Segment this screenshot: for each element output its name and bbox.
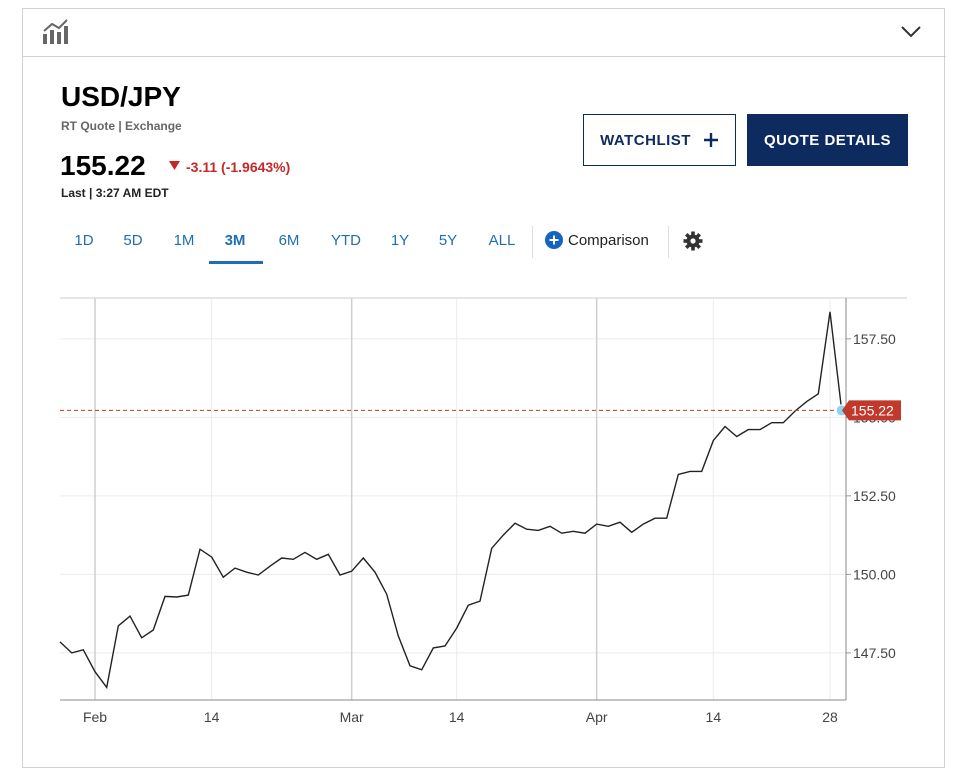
x-tick-label: 14 xyxy=(204,709,220,725)
x-tick-label: 28 xyxy=(822,709,838,725)
y-tick-label: 152.50 xyxy=(853,488,896,504)
price: 155.22 xyxy=(60,150,146,181)
last-time: Last | 3:27 AM EDT xyxy=(61,186,169,200)
range-tab[interactable]: YTD xyxy=(331,232,361,249)
y-tick-label: 157.50 xyxy=(853,331,896,347)
y-tick-label: 150.00 xyxy=(853,566,896,582)
watchlist-label: WATCHLIST xyxy=(600,131,691,149)
reference-label: 155.22 xyxy=(851,402,894,418)
range-tab[interactable]: 1Y xyxy=(390,232,410,249)
quote-details-label: QUOTE DETAILS xyxy=(763,131,892,149)
x-tick-label: 14 xyxy=(706,709,722,725)
x-tick-label: Mar xyxy=(340,709,364,725)
range-tab[interactable]: ALL xyxy=(488,232,516,249)
down-arrow xyxy=(169,161,180,170)
range-tab[interactable]: 3M xyxy=(224,232,246,249)
top-bar-divider xyxy=(22,56,946,57)
x-tick-label: Apr xyxy=(586,709,608,725)
range-tab[interactable]: 6M xyxy=(278,232,300,249)
price-line xyxy=(59,311,843,690)
comparison-label: Comparison xyxy=(568,231,649,249)
x-tick-label: Feb xyxy=(83,709,107,725)
range-tab[interactable]: 5Y xyxy=(438,232,458,249)
quote-source: RT Quote | Exchange xyxy=(61,119,182,133)
y-tick-label: 147.50 xyxy=(853,645,896,661)
watchlist-button[interactable]: WATCHLIST xyxy=(583,114,736,166)
chart-icon[interactable] xyxy=(42,18,70,46)
reference-badge xyxy=(842,400,901,421)
settings-icon[interactable] xyxy=(683,231,703,251)
price-change: -3.11 (-1.9643%) xyxy=(186,159,291,175)
tab-separator xyxy=(668,226,669,258)
quote-details-button[interactable]: QUOTE DETAILS xyxy=(747,114,908,166)
range-tab[interactable]: 1D xyxy=(74,232,94,249)
collapse-chevron[interactable] xyxy=(900,24,922,40)
symbol: USD/JPY xyxy=(61,81,181,112)
selected-underline xyxy=(209,261,263,264)
plus-icon xyxy=(703,133,718,147)
add-icon xyxy=(545,231,563,249)
x-tick-label: 14 xyxy=(449,709,465,725)
comparison-button[interactable]: Comparison xyxy=(545,231,649,249)
range-tab[interactable]: 5D xyxy=(123,232,143,249)
tab-separator xyxy=(532,226,533,258)
range-tab[interactable]: 1M xyxy=(173,232,195,249)
